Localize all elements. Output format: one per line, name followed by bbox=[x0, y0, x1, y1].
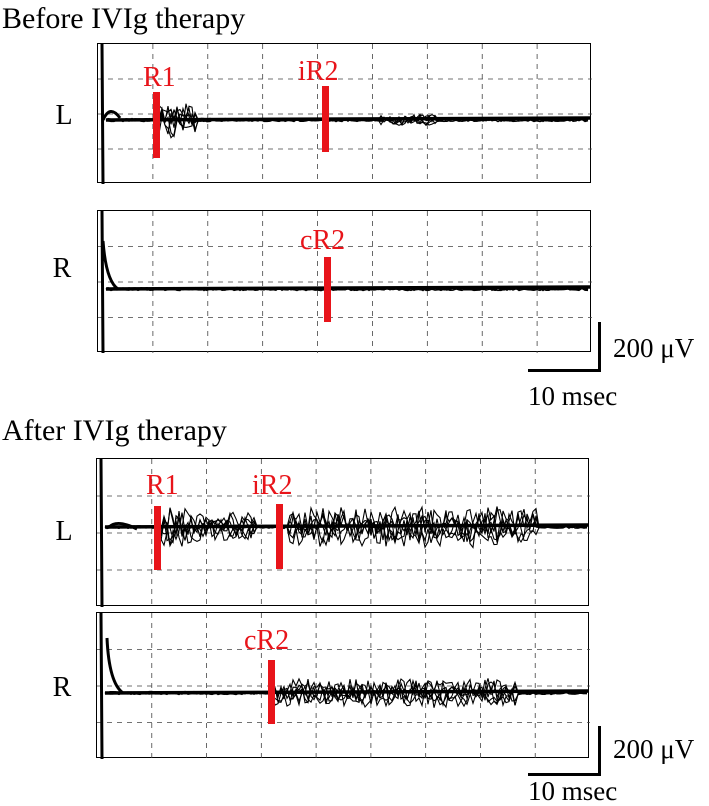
traces bbox=[99, 458, 589, 608]
marker-label-cr2: cR2 bbox=[300, 225, 345, 256]
trace-sweep bbox=[105, 508, 588, 547]
traces bbox=[100, 210, 591, 354]
trace-panel-after-left: R1 iR2 bbox=[96, 458, 590, 608]
scale-amplitude-after: 200 μV bbox=[613, 734, 695, 764]
section-title-before: Before IVIg therapy bbox=[2, 2, 246, 35]
marker-bar-cr2 bbox=[268, 660, 275, 724]
marker-label-cr2: cR2 bbox=[244, 625, 289, 656]
side-label-left-after: L bbox=[55, 516, 73, 547]
stimulus-artifact bbox=[99, 612, 124, 760]
grid-lines bbox=[98, 211, 592, 353]
trace-sweep bbox=[104, 678, 588, 707]
trace-panel-before-left: R1 iR2 bbox=[97, 43, 592, 185]
stimulus-artifact bbox=[100, 43, 122, 185]
trace-plot-before-right: cR2 bbox=[98, 210, 592, 354]
trace-plot-before-left: R1 iR2 bbox=[98, 43, 592, 185]
grid-lines bbox=[97, 613, 590, 759]
marker-bar-ir2 bbox=[322, 86, 329, 152]
marker-label-ir2: iR2 bbox=[252, 470, 292, 501]
trace-sweep bbox=[105, 106, 589, 133]
marker-bar-cr2 bbox=[324, 257, 331, 322]
trace-panel-after-right: cR2 bbox=[96, 612, 590, 760]
trace-plot-after-right: cR2 bbox=[97, 612, 590, 760]
trace-sweep bbox=[105, 286, 589, 292]
trace-sweep bbox=[104, 505, 588, 544]
marker-bar-r1 bbox=[154, 506, 161, 570]
trace-plot-after-left: R1 iR2 bbox=[97, 458, 590, 608]
marker-label-r1: R1 bbox=[143, 62, 176, 93]
traces bbox=[99, 612, 589, 760]
scale-time-after: 10 msec bbox=[528, 776, 618, 806]
marker-label-r1: R1 bbox=[146, 470, 179, 501]
trace-panel-before-right: cR2 bbox=[97, 210, 592, 354]
marker-bar-r1 bbox=[153, 92, 160, 158]
marker-bar-ir2 bbox=[276, 504, 283, 569]
scale-time-before: 10 msec bbox=[528, 381, 618, 411]
section-title-after: After IVIg therapy bbox=[2, 414, 227, 447]
marker-label-ir2: iR2 bbox=[298, 56, 338, 87]
traces bbox=[100, 43, 591, 185]
side-label-right-after: R bbox=[52, 672, 72, 703]
side-label-right-before: R bbox=[52, 253, 72, 284]
side-label-left-before: L bbox=[55, 100, 73, 131]
scale-amplitude-before: 200 μV bbox=[613, 333, 695, 363]
